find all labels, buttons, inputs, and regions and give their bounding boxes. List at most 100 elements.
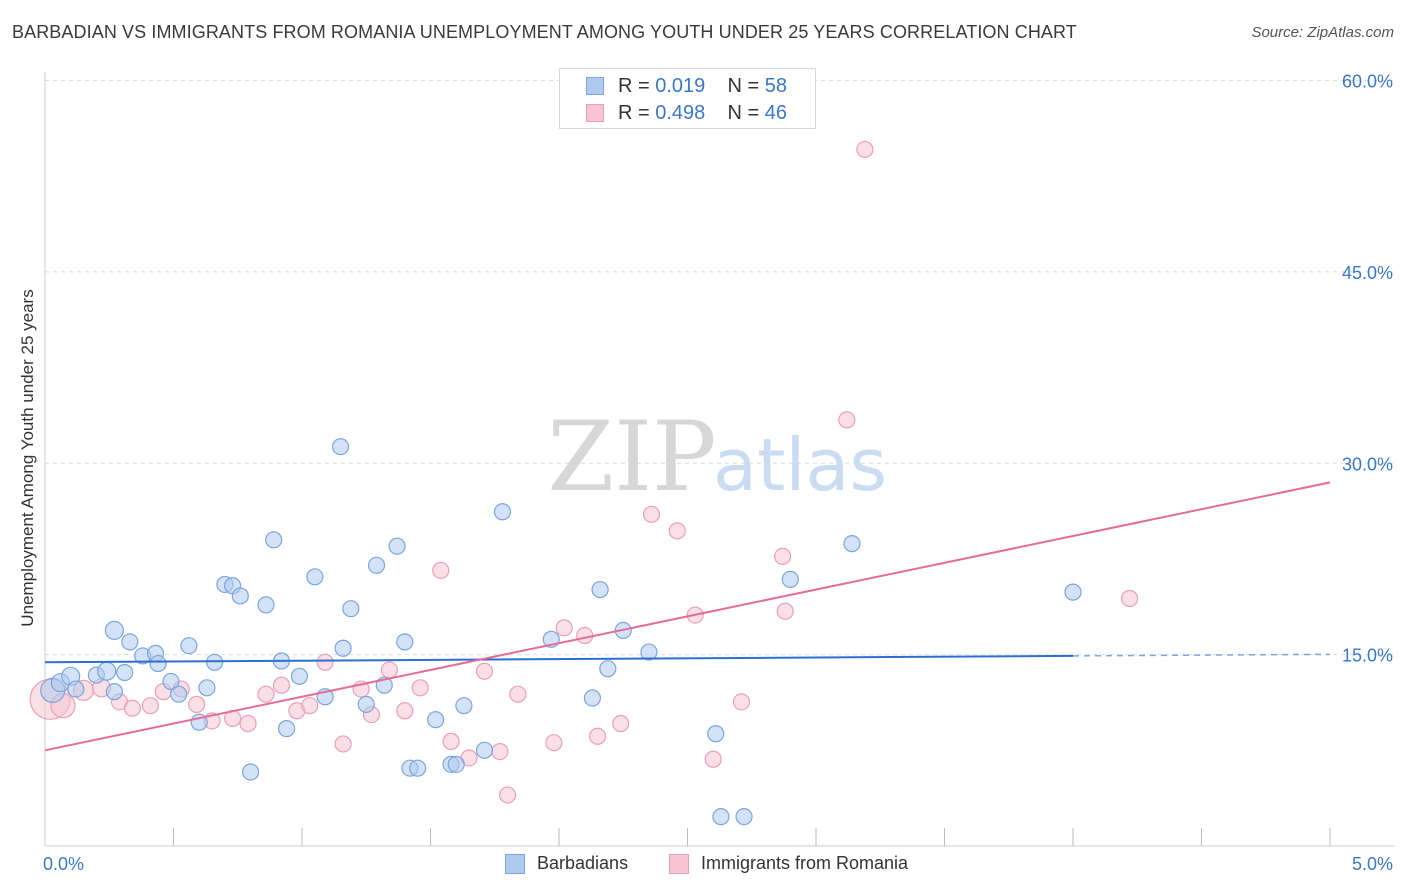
barbadian-point xyxy=(277,720,296,738)
barbadian-point xyxy=(67,680,85,698)
barbadian-point xyxy=(712,808,730,826)
barbadian-point xyxy=(447,755,465,773)
legend-r-value: 0.498 xyxy=(655,102,706,124)
y-tick-labels: 15.0% 30.0% 45.0% 60.0% xyxy=(1342,72,1393,666)
romania-point xyxy=(1120,589,1139,608)
y-tick-label: 60.0% xyxy=(1342,72,1393,92)
barbadian-point xyxy=(707,725,725,743)
barbadian-point xyxy=(242,763,260,781)
series-barbadians-points xyxy=(40,438,1082,826)
romania-point xyxy=(668,522,686,540)
romania-point xyxy=(432,561,450,580)
romania-point xyxy=(257,685,275,703)
barbadians-trend-extension xyxy=(1072,653,1331,657)
romania-point xyxy=(491,742,509,761)
x-tick-label: 0.0% xyxy=(43,854,84,874)
romania-point xyxy=(272,676,291,694)
barbadian-point xyxy=(1064,583,1082,601)
barbadians-trend-line xyxy=(44,654,1074,664)
grid-lines xyxy=(45,80,1395,656)
barbadian-point xyxy=(105,683,123,701)
y-tick-label: 45.0% xyxy=(1342,263,1393,283)
barbadian-point xyxy=(290,667,309,685)
barbadian-point xyxy=(396,633,414,651)
romania-point xyxy=(499,786,517,804)
trend-lines xyxy=(44,481,1331,752)
bottom-legend-label: Barbadians xyxy=(537,853,629,873)
romania-point xyxy=(576,626,594,645)
romania-point xyxy=(773,547,792,566)
barbadian-point xyxy=(342,600,360,618)
romania-point xyxy=(776,602,794,620)
barbadian-point xyxy=(170,685,188,703)
romania-point xyxy=(188,695,206,713)
romania-point xyxy=(732,693,751,711)
romania-point xyxy=(316,653,334,671)
romania-point xyxy=(442,732,460,750)
legend-r-label: R = xyxy=(618,75,650,97)
barbadian-point xyxy=(583,689,602,707)
correlation-legend: R = 0.019 N = 58 R = 0.498 N = 46 xyxy=(559,68,816,129)
barbadian-point xyxy=(149,654,167,673)
romania-point xyxy=(141,697,159,715)
romania-point xyxy=(642,505,661,523)
legend-r-value: 0.019 xyxy=(655,75,706,97)
legend-swatch-pink xyxy=(586,104,604,122)
legend-n-value: 46 xyxy=(764,102,788,124)
romania-point xyxy=(588,727,607,745)
barbadian-point xyxy=(599,660,617,678)
barbadian-point xyxy=(640,643,658,661)
y-tick-label: 30.0% xyxy=(1342,454,1393,474)
x-tick-labels: 0.0% 5.0% xyxy=(43,854,1393,874)
barbadian-point xyxy=(198,679,216,697)
barbadian-point xyxy=(331,438,350,456)
legend-n-value: 58 xyxy=(764,75,788,97)
barbadian-point xyxy=(121,633,139,651)
barbadian-point xyxy=(257,596,275,614)
romania-trend-line xyxy=(44,481,1331,752)
barbadian-point xyxy=(306,568,324,586)
legend-swatch-blue xyxy=(586,77,604,95)
barbadian-point xyxy=(97,661,117,681)
bottom-legend-swatch-pink xyxy=(669,854,689,874)
romania-point xyxy=(612,714,630,733)
romania-point xyxy=(380,661,398,679)
romania-point xyxy=(334,735,352,753)
barbadian-point xyxy=(493,503,512,521)
romania-point xyxy=(411,679,429,697)
barbadian-point xyxy=(334,639,352,657)
watermark-atlas: atlas xyxy=(713,423,887,507)
barbadian-point xyxy=(367,556,386,574)
chart-title: BARBADIAN VS IMMIGRANTS FROM ROMANIA UNE… xyxy=(12,22,1077,42)
watermark: ZIP atlas xyxy=(547,401,887,513)
barbadian-point xyxy=(781,570,799,588)
romania-point xyxy=(838,411,856,429)
barbadian-point xyxy=(116,663,134,682)
romania-point xyxy=(239,714,257,733)
legend-n-label: N = xyxy=(727,102,760,124)
barbadian-point xyxy=(162,672,180,691)
romania-point xyxy=(396,702,414,720)
barbadian-point xyxy=(591,580,609,599)
romania-point xyxy=(509,685,527,703)
barbadian-point xyxy=(180,637,198,655)
bottom-legend-label: Immigrants from Romania xyxy=(701,853,909,873)
romania-point xyxy=(301,697,319,715)
romania-point xyxy=(555,619,573,637)
legend-r-label: R = xyxy=(618,102,650,124)
barbadian-point xyxy=(735,808,753,826)
romania-point xyxy=(545,734,563,752)
romania-point xyxy=(704,750,722,768)
barbadian-point xyxy=(475,741,494,759)
barbadian-point xyxy=(455,697,473,715)
barbadian-point xyxy=(206,653,224,671)
barbadian-point xyxy=(104,620,124,640)
watermark-zip: ZIP xyxy=(547,401,716,513)
y-tick-label: 15.0% xyxy=(1342,646,1393,666)
barbadian-point xyxy=(843,535,861,553)
barbadian-point xyxy=(265,531,283,549)
barbadian-point xyxy=(409,759,427,777)
source-label: Source: ZipAtlas.com xyxy=(1251,24,1394,41)
x-tick-label: 5.0% xyxy=(1352,854,1393,874)
